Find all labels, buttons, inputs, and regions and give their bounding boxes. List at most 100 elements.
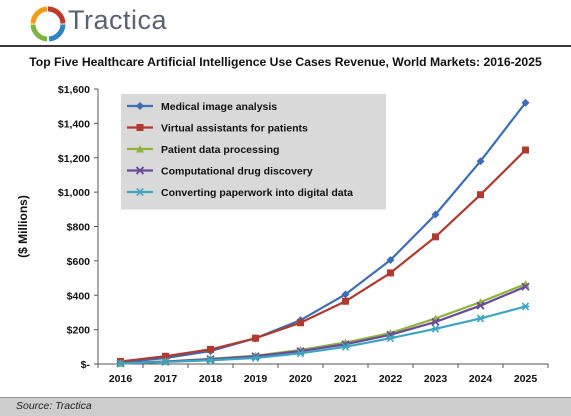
data-point [476, 314, 485, 323]
data-point [206, 356, 215, 365]
square-marker [207, 345, 214, 353]
data-point [341, 290, 350, 299]
legend-label: Virtual assistants for patients [161, 123, 308, 135]
legend-label: Converting paperwork into digital data [161, 187, 353, 199]
x-marker [431, 317, 440, 327]
data-point [431, 210, 440, 219]
data-point [431, 324, 440, 333]
y-tick-label: $1,000 [58, 187, 90, 199]
asterisk-marker [341, 342, 350, 351]
square-marker [477, 191, 484, 199]
diamond-marker [476, 157, 485, 166]
square-marker [162, 352, 169, 360]
source-note: Source: Tractica [16, 400, 92, 412]
data-point [387, 269, 394, 277]
brand-name: Tractica [68, 5, 168, 35]
legend-label: Patient data processing [161, 144, 279, 156]
data-point [476, 301, 485, 310]
x-marker [521, 282, 530, 291]
data-point [431, 317, 440, 327]
legend-label: Computational drug discovery [161, 166, 313, 178]
legend-box [121, 94, 386, 210]
data-point [251, 353, 260, 363]
legend-marker [136, 187, 144, 197]
y-tick-label: $1,400 [58, 118, 90, 130]
asterisk-marker [251, 353, 260, 363]
data-point [297, 319, 304, 327]
square-marker [342, 297, 349, 305]
data-point [162, 352, 169, 360]
asterisk-marker [521, 302, 530, 311]
data-point [386, 334, 395, 343]
data-point [341, 342, 350, 351]
diamond-marker [386, 256, 395, 265]
y-tick-label: $600 [67, 256, 91, 268]
data-point [476, 157, 485, 166]
header-divider [0, 45, 571, 47]
line-chart: $- $200 $400 $600 $800 $1,000 $1,200 $1,400 $1,6… [16, 84, 549, 385]
diamond-marker [431, 210, 440, 219]
legend-marker [136, 124, 144, 131]
data-point [296, 349, 305, 358]
x-tick-label: 2022 [379, 373, 403, 385]
data-point [342, 297, 349, 305]
chart-title: Top Five Healthcare Artificial Intellige… [29, 55, 542, 69]
square-marker [136, 124, 144, 131]
y-axis-title: ($ Millions) [16, 195, 30, 258]
x-tick-label: 2020 [289, 373, 313, 385]
series-line [120, 102, 527, 364]
header: Tractica [0, 0, 571, 46]
data-point [432, 233, 439, 241]
data-point [207, 345, 214, 353]
square-marker [252, 334, 259, 342]
asterisk-marker [206, 356, 215, 365]
asterisk-marker [431, 324, 440, 333]
series-line [120, 285, 526, 365]
data-point [521, 302, 530, 311]
asterisk-marker [386, 334, 395, 343]
series-line [120, 283, 526, 365]
asterisk-marker [476, 314, 485, 323]
y-tick-label: $1,200 [58, 153, 90, 165]
legend-label: Medical image analysis [161, 101, 277, 113]
diamond-marker [521, 98, 530, 107]
footer-bar: Source: Tractica [0, 397, 571, 416]
square-marker [387, 269, 394, 277]
asterisk-marker [136, 187, 144, 197]
y-tick-label: $400 [67, 290, 91, 302]
tractica-logo-icon [30, 6, 66, 42]
x-tick-label: 2021 [334, 373, 358, 385]
data-point [477, 191, 484, 199]
x-marker [476, 301, 485, 310]
data-point [521, 282, 530, 291]
data-point [252, 334, 259, 342]
diamond-marker [136, 102, 144, 110]
data-point [386, 256, 395, 265]
x-tick-label: 2016 [109, 373, 133, 385]
x-tick-label: 2017 [154, 373, 178, 385]
data-point [116, 359, 125, 368]
x-tick-label: 2025 [514, 373, 538, 385]
diamond-marker [341, 290, 350, 299]
square-marker [522, 146, 529, 154]
asterisk-marker [116, 359, 125, 368]
square-marker [297, 319, 304, 327]
square-marker [432, 233, 439, 241]
data-point [522, 146, 529, 154]
x-tick-label: 2019 [244, 373, 268, 385]
legend-marker [135, 166, 145, 175]
y-tick-label: $200 [67, 325, 91, 337]
triangle-marker [136, 145, 144, 153]
x-tick-label: 2024 [469, 373, 493, 385]
data-point [521, 98, 530, 107]
series-line [120, 305, 526, 365]
asterisk-marker [161, 357, 170, 366]
legend-marker [136, 102, 144, 110]
x-tick-label: 2018 [199, 373, 223, 385]
series-line [120, 149, 527, 363]
y-tick-label: $800 [67, 222, 91, 234]
x-marker [135, 166, 145, 175]
asterisk-marker [296, 349, 305, 358]
data-point [161, 357, 170, 366]
x-tick-label: 2023 [424, 373, 448, 385]
